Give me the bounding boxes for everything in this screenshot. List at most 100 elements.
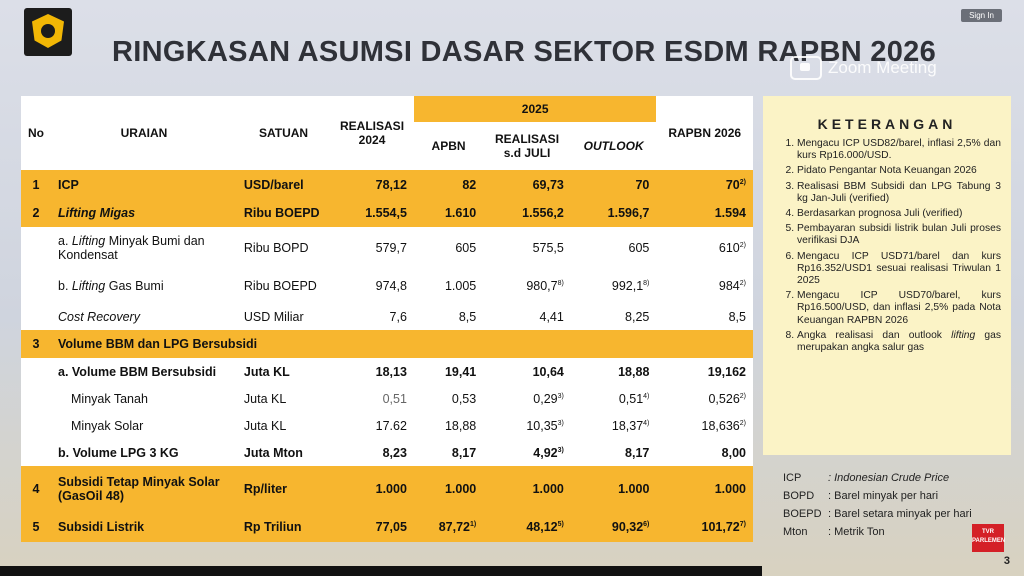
- cell-rapbn: 19,162: [707, 364, 746, 379]
- zoom-label: Zoom Meeting: [828, 58, 937, 77]
- list-item: BOPD: Barel minyak per hari: [783, 490, 939, 502]
- cell-no: 4: [32, 482, 40, 496]
- cell-uraian: b. Volume LPG 3 KG: [58, 445, 179, 460]
- cell-uraian: a. Volume BBM Bersubsidi: [58, 364, 217, 379]
- list-item: BOEPD: Barel setara minyak per hari: [783, 508, 972, 520]
- cell-outlook: 0,514): [618, 391, 650, 406]
- cell-uraian: Cost Recovery: [58, 309, 140, 324]
- cell-satuan: Juta KL: [243, 418, 287, 433]
- cell-realisasi-juli: 10,353): [526, 418, 564, 433]
- cell-realisasi-2024: 78,12: [375, 177, 407, 192]
- cell-rapbn: 0,5262): [708, 391, 746, 406]
- cell-realisasi-2024: 77,05: [375, 520, 407, 534]
- list-item: Mton: Metrik Ton: [783, 526, 885, 538]
- col-header-satuan: SATUAN: [258, 126, 309, 140]
- cell-outlook: 70: [635, 177, 650, 192]
- cell-satuan: USD/barel: [243, 177, 304, 192]
- cell-apbn: 82: [462, 177, 477, 192]
- cell-rapbn: 101,727): [701, 520, 746, 534]
- sign-in-button[interactable]: Sign In: [961, 9, 1002, 22]
- list-item: Pidato Pengantar Nota Keuangan 2026: [797, 165, 1001, 177]
- cell-satuan: Juta KL: [243, 364, 290, 379]
- list-item: Berdasarkan prognosa Juli (verified): [797, 208, 1001, 220]
- cell-no: 2: [32, 206, 40, 220]
- cell-uraian: Minyak Tanah: [71, 391, 148, 406]
- cell-uraian: Subsidi Tetap Minyak Solar (GasOil 48): [58, 475, 220, 503]
- cell-realisasi-juli: 0,293): [533, 391, 564, 406]
- list-item: ICP: Indonesian Crude Price: [783, 472, 950, 484]
- col-header-realisasi: REALISASI 2024: [340, 119, 405, 147]
- cell-uraian: Volume BBM dan LPG Bersubsidi: [58, 337, 258, 351]
- cell-rapbn: 9842): [718, 279, 746, 293]
- list-item: Realisasi BBM Subsidi dan LPG Tabung 3 k…: [797, 181, 1001, 205]
- table-row: a. Lifting Minyak Bumi dan Kondensat Rib…: [21, 227, 753, 269]
- table-row: a. Volume BBM Bersubsidi Juta KL 18,13 1…: [21, 358, 753, 385]
- cell-outlook: 18,374): [611, 418, 650, 433]
- cell-outlook: 8,25: [625, 309, 650, 324]
- cell-rapbn: 18,6362): [701, 418, 746, 433]
- table-row: 4 Subsidi Tetap Minyak Solar (GasOil 48)…: [21, 466, 753, 512]
- cell-apbn: 1.000: [444, 482, 477, 496]
- table-row: 5 Subsidi Listrik Rp Triliun 77,05 87,72…: [21, 512, 753, 542]
- cell-apbn: 1.610: [444, 206, 477, 220]
- table-row: b. Lifting Gas Bumi Ribu BOEPD 974,8 1.0…: [21, 269, 753, 303]
- cell-realisasi-2024: 8,23: [382, 445, 407, 460]
- col-header-uraian: URAIAN: [120, 126, 168, 140]
- keterangan-panel: KETERANGAN Mengacu ICP USD82/barel, infl…: [763, 96, 1011, 455]
- col-header-rapbn: RAPBN 2026: [668, 126, 742, 140]
- col-header-2025: 2025: [413, 96, 657, 122]
- table-row: b. Volume LPG 3 KG Juta Mton 8,23 8,17 4…: [21, 439, 753, 466]
- cell-satuan: Ribu BOEPD: [243, 206, 320, 220]
- cell-satuan: Rp Triliun: [243, 520, 302, 534]
- cell-satuan: Juta KL: [243, 391, 287, 406]
- cell-satuan: USD Miliar: [243, 309, 304, 324]
- cell-outlook: 8,17: [625, 445, 650, 460]
- esdm-logo: [24, 8, 72, 56]
- page-title: RINGKASAN ASUMSI DASAR SEKTOR ESDM RAPBN…: [112, 36, 937, 68]
- cell-rapbn: 8,5: [728, 309, 746, 324]
- cell-no: 3: [32, 337, 40, 351]
- table-row: 2 Lifting Migas Ribu BOEPD 1.554,5 1.610…: [21, 199, 753, 227]
- cell-realisasi-2024: 579,7: [375, 241, 407, 255]
- zoom-watermark: Zoom Meeting: [790, 56, 937, 80]
- cell-realisasi-2024: 0,51: [382, 391, 407, 406]
- cell-outlook: 90,326): [611, 520, 650, 534]
- cell-realisasi-juli: 1.556,2: [522, 206, 564, 220]
- cell-uraian: a. Lifting Minyak Bumi dan Kondensat: [58, 234, 205, 262]
- list-item: Pembayaran subsidi listrik bulan Juli pr…: [797, 223, 1001, 247]
- table-row: 3 Volume BBM dan LPG Bersubsidi: [21, 330, 753, 358]
- keterangan-title: KETERANGAN: [817, 116, 957, 132]
- cell-no: 1: [32, 177, 40, 192]
- col-header-realisasi-juli: REALISASI s.d JULI: [495, 132, 560, 160]
- cell-outlook: 18,88: [618, 364, 650, 379]
- cell-apbn: 0,53: [451, 391, 477, 406]
- cell-apbn: 605: [455, 241, 477, 255]
- cell-realisasi-juli: 4,41: [539, 309, 564, 324]
- cell-realisasi-2024: 18,13: [375, 364, 407, 379]
- col-header-no: No: [28, 126, 44, 140]
- list-item: Mengacu ICP USD70/barel, kurs Rp16.500/U…: [797, 290, 1001, 327]
- table-row: Cost Recovery USD Miliar 7,6 8,5 4,41 8,…: [21, 303, 753, 330]
- col-header-outlook: OUTLOOK: [583, 139, 644, 153]
- cell-uraian: Subsidi Listrik: [58, 520, 145, 534]
- cell-rapbn: 702): [725, 177, 746, 192]
- cell-apbn: 8,5: [458, 309, 477, 324]
- cell-no: 5: [32, 520, 40, 534]
- cell-realisasi-2024: 1.000: [375, 482, 407, 496]
- cell-uraian: b. Lifting Gas Bumi: [58, 279, 164, 293]
- tvr-channel-logo: TVR PARLEMEN: [972, 524, 1005, 552]
- cell-satuan: Ribu BOEPD: [243, 279, 317, 293]
- list-item: Mengacu ICP USD71/barel dan kurs Rp16.35…: [797, 251, 1001, 288]
- cell-rapbn: 6102): [718, 241, 746, 255]
- cell-realisasi-juli: 48,125): [526, 520, 564, 534]
- cell-realisasi-2024: 17.62: [375, 418, 407, 433]
- cell-rapbn: 1.594: [714, 206, 746, 220]
- cell-outlook: 1.000: [618, 482, 650, 496]
- camera-icon: [790, 56, 822, 80]
- cell-realisasi-juli: 4,923): [533, 445, 564, 460]
- cell-uraian: Minyak Solar: [71, 418, 144, 433]
- cell-rapbn: 1.000: [714, 482, 746, 496]
- cell-satuan: Rp/liter: [243, 482, 287, 496]
- col-header-apbn: APBN: [431, 139, 466, 153]
- keterangan-list: Mengacu ICP USD82/barel, inflasi 2,5% da…: [763, 138, 1011, 354]
